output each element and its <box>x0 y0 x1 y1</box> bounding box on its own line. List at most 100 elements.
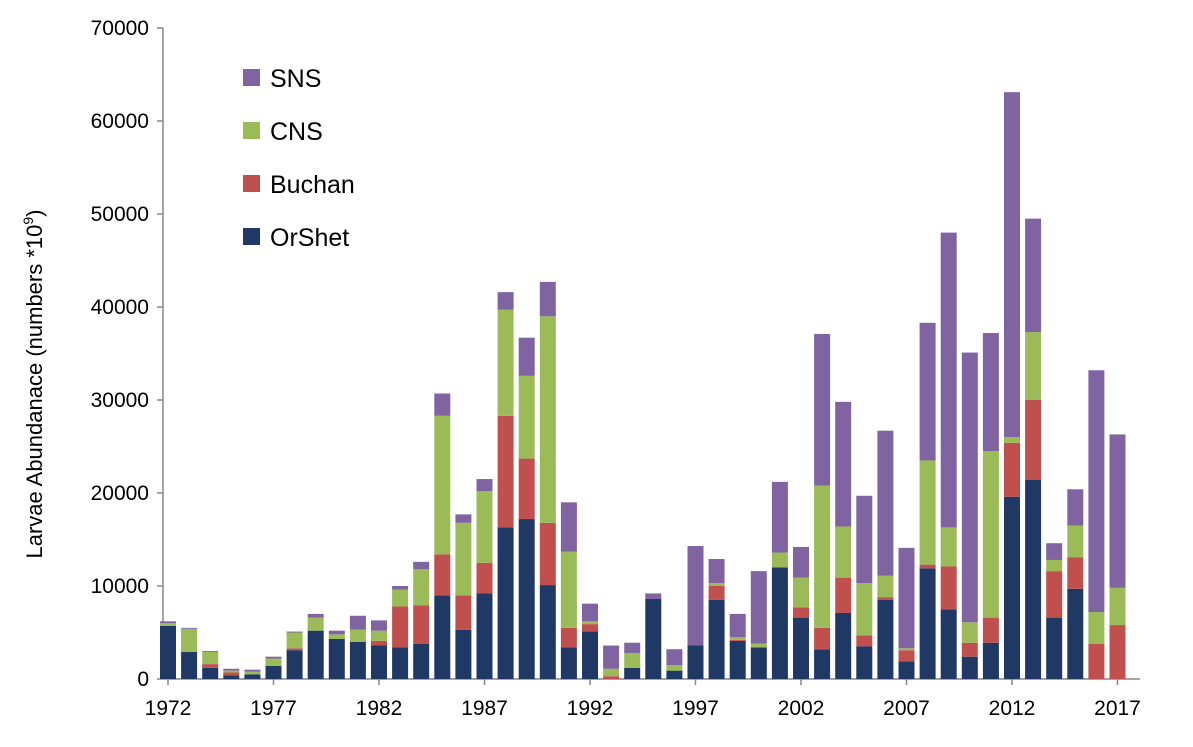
bar-segment-orshet <box>1025 479 1042 679</box>
bar-segment-orshet <box>455 629 472 679</box>
bar-segment-orshet <box>624 667 641 679</box>
x-tick-label: 1997 <box>672 697 719 720</box>
bar-segment-buchan <box>877 597 894 600</box>
y-tick-label: 60000 <box>91 110 149 133</box>
bar-segment-orshet <box>560 647 577 679</box>
bar-segment-buchan <box>961 642 978 657</box>
bar-segment-orshet <box>856 646 873 679</box>
bar-segment-cns <box>413 569 430 606</box>
bar-segment-cns <box>223 670 240 673</box>
bar-segment-sns <box>982 333 999 452</box>
bar-segment-cns <box>814 485 831 628</box>
legend-swatch-orshet <box>243 228 260 245</box>
legend-label-cns: CNS <box>270 118 323 146</box>
bar-segment-cns <box>1025 332 1042 400</box>
x-tick-label: 1977 <box>250 697 297 720</box>
bar-segment-sns <box>476 479 493 492</box>
bar-segment-buchan <box>856 635 873 647</box>
bar-segment-sns <box>392 586 409 590</box>
bar-segment-cns <box>160 623 176 626</box>
bar-segment-cns <box>771 552 788 568</box>
bar-segment-buchan <box>434 554 451 596</box>
bar-segment-buchan <box>1109 625 1126 679</box>
bar-segment-orshet <box>750 647 767 679</box>
bar-segment-cns <box>181 628 198 653</box>
legend-label-sns: SNS <box>270 65 321 93</box>
x-tick-label: 2002 <box>778 697 825 720</box>
bar-segment-orshet <box>940 609 957 679</box>
bar-segment-cns <box>961 622 978 643</box>
bar-segment-sns <box>856 495 873 584</box>
bar-segment-buchan <box>560 627 577 648</box>
bar-segment-buchan <box>476 562 493 594</box>
bar-segment-sns <box>750 571 767 644</box>
bar-segment-cns <box>582 621 598 625</box>
bar-segment-sns <box>793 546 809 578</box>
bar-segment-orshet <box>877 599 894 679</box>
bar-segment-orshet <box>666 670 683 679</box>
bar-segment-orshet <box>371 645 387 679</box>
bar-segment-cns <box>392 589 409 607</box>
bar-segment-cns <box>1004 437 1020 443</box>
y-axis: 0 10000 20000 30000 40000 50000 60000 70000 <box>91 17 164 691</box>
bar-segment-orshet <box>265 665 282 679</box>
bar-segment-cns <box>476 491 493 563</box>
bar-segment-cns <box>518 375 535 459</box>
bar-segment-orshet <box>518 519 535 679</box>
bar-segment-orshet <box>392 647 409 679</box>
bar-segment-buchan <box>835 577 852 613</box>
bar-segment-sns <box>223 668 240 671</box>
bar-segment-sns <box>624 642 641 653</box>
bar-segment-sns <box>307 613 324 618</box>
bar-segment-sns <box>286 631 303 633</box>
bar-segment-sns <box>729 613 746 638</box>
bar-segment-sns <box>371 620 387 631</box>
y-tick-label: 70000 <box>91 17 149 40</box>
bar-segment-cns <box>328 634 345 640</box>
bar-segment-sns <box>961 352 978 623</box>
bar-segment-buchan <box>814 627 831 650</box>
bar-segment-buchan <box>793 607 809 618</box>
bar-segment-orshet <box>181 652 198 679</box>
bar-segment-cns <box>497 309 514 416</box>
bar-segment-sns <box>877 430 894 576</box>
x-tick-label: 2012 <box>989 697 1036 720</box>
bar-segment-orshet <box>1004 496 1020 679</box>
bar-segment-buchan <box>371 640 387 646</box>
bar-segment-sns <box>898 547 915 649</box>
bar-segment-orshet <box>497 527 514 679</box>
x-tick-label: 1972 <box>145 697 192 720</box>
bar-segment-sns <box>434 393 451 416</box>
bar-segment-sns <box>328 630 345 635</box>
bar-segment-sns <box>814 333 831 486</box>
x-tick-label: 1987 <box>461 697 508 720</box>
bar-segment-buchan <box>413 605 430 644</box>
bar-segment-orshet <box>413 643 430 679</box>
bar-segment-cns <box>877 575 894 598</box>
bar-segment-cns <box>603 668 620 677</box>
bar-segment-sns <box>455 514 472 523</box>
bar-segment-orshet <box>729 640 746 679</box>
bar-segment-buchan <box>392 606 409 648</box>
bar-segment-cns <box>455 522 472 596</box>
legend-swatch-cns <box>243 122 260 139</box>
bar-segment-buchan <box>582 624 598 632</box>
bar-segment-sns <box>1025 218 1042 333</box>
bar-segment-cns <box>624 652 641 668</box>
legend-label-buchan: Buchan <box>270 171 355 199</box>
bar-segment-sns <box>940 232 957 528</box>
bar-segment-cns <box>244 671 261 675</box>
bar-segment-sns <box>1088 370 1105 613</box>
bar-segment-cns <box>434 415 451 555</box>
bar-segment-buchan <box>898 650 915 662</box>
bar-segment-buchan <box>940 566 957 610</box>
bar-segment-sns <box>835 401 852 527</box>
bar-segment-sns <box>413 561 430 570</box>
bar-segment-orshet <box>539 585 556 679</box>
bar-segment-buchan <box>455 595 472 630</box>
bar-segment-orshet <box>645 599 662 679</box>
bar-segment-sns <box>1004 92 1020 438</box>
bar-segment-buchan <box>729 639 746 641</box>
y-tick-label: 40000 <box>91 296 149 319</box>
bar-segment-buchan <box>202 664 219 668</box>
